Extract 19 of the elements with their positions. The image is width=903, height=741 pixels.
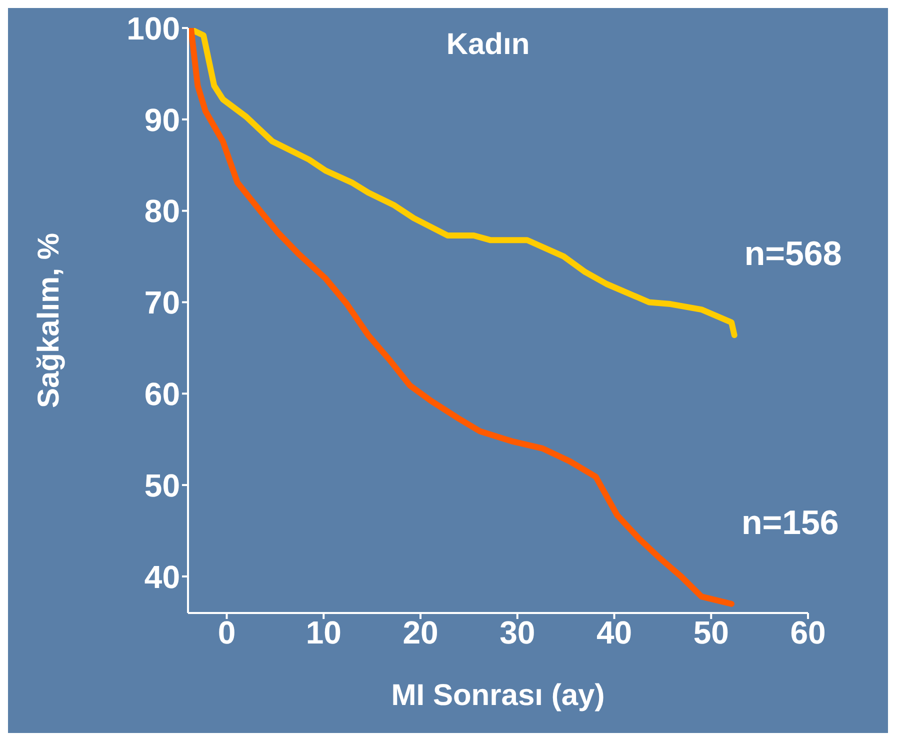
- y-tick-label: 80: [144, 193, 180, 230]
- x-axis-title: MI Sonrası (ay): [391, 679, 605, 712]
- y-axis-title: Sağkalım, %: [32, 232, 66, 408]
- x-tick-label: 20: [402, 614, 438, 651]
- y-tick-label: 50: [144, 467, 180, 504]
- x-tick-label: 10: [306, 614, 342, 651]
- y-tick-label: 90: [144, 102, 180, 138]
- y-tick-label: 40: [144, 558, 180, 595]
- series-label: n=156: [741, 504, 839, 542]
- y-tick-label: 60: [144, 376, 180, 412]
- x-tick-label: 40: [596, 614, 632, 651]
- x-tick-label: 30: [500, 614, 536, 651]
- x-tick-label: 50: [693, 614, 729, 651]
- y-tick-label: 100: [126, 10, 180, 46]
- x-tick-label: 60: [790, 614, 826, 651]
- chart-title: Kadın: [445, 28, 531, 62]
- x-tick-label: 0: [218, 614, 236, 651]
- y-tick-label: 70: [144, 284, 180, 321]
- series-label: n=568: [744, 235, 842, 274]
